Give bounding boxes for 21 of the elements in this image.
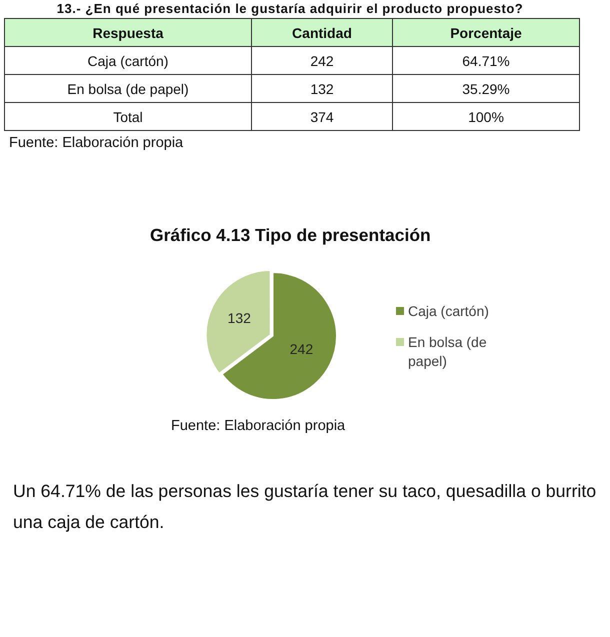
- text: Porcentaje: [450, 24, 522, 40]
- data-label: 132: [228, 310, 252, 326]
- text: Un 64.71% de las personas les gustaría tener su taco, quesadilla o burrito una caja de cartón.: [13, 480, 598, 534]
- text: Caja (cartón): [88, 52, 168, 68]
- text: Cantidad: [292, 24, 352, 40]
- text: 100%: [468, 108, 504, 124]
- text: 132: [310, 80, 334, 96]
- text: 64.71%: [462, 52, 510, 68]
- text: 13.- ¿En qué presentación le gustaría adquirir el producto propuesto?: [56, 1, 524, 16]
- source-note: Fuente: Elaboración propia: [171, 418, 346, 434]
- text: Respuesta: [92, 24, 164, 40]
- legend-label: En bolsa (de papel): [408, 332, 488, 370]
- data-label: 242: [290, 341, 314, 358]
- chart-title: Gráfico 4.13 Tipo de presentación: [150, 225, 431, 246]
- legend-label: Caja (cartón): [408, 302, 490, 320]
- text: Total: [113, 108, 143, 124]
- text: En bolsa (de papel): [67, 80, 189, 96]
- text: 35.29%: [462, 80, 510, 96]
- text: 242: [310, 52, 334, 68]
- source-note: Fuente: Elaboración propia: [9, 135, 184, 151]
- text: 374: [310, 108, 334, 124]
